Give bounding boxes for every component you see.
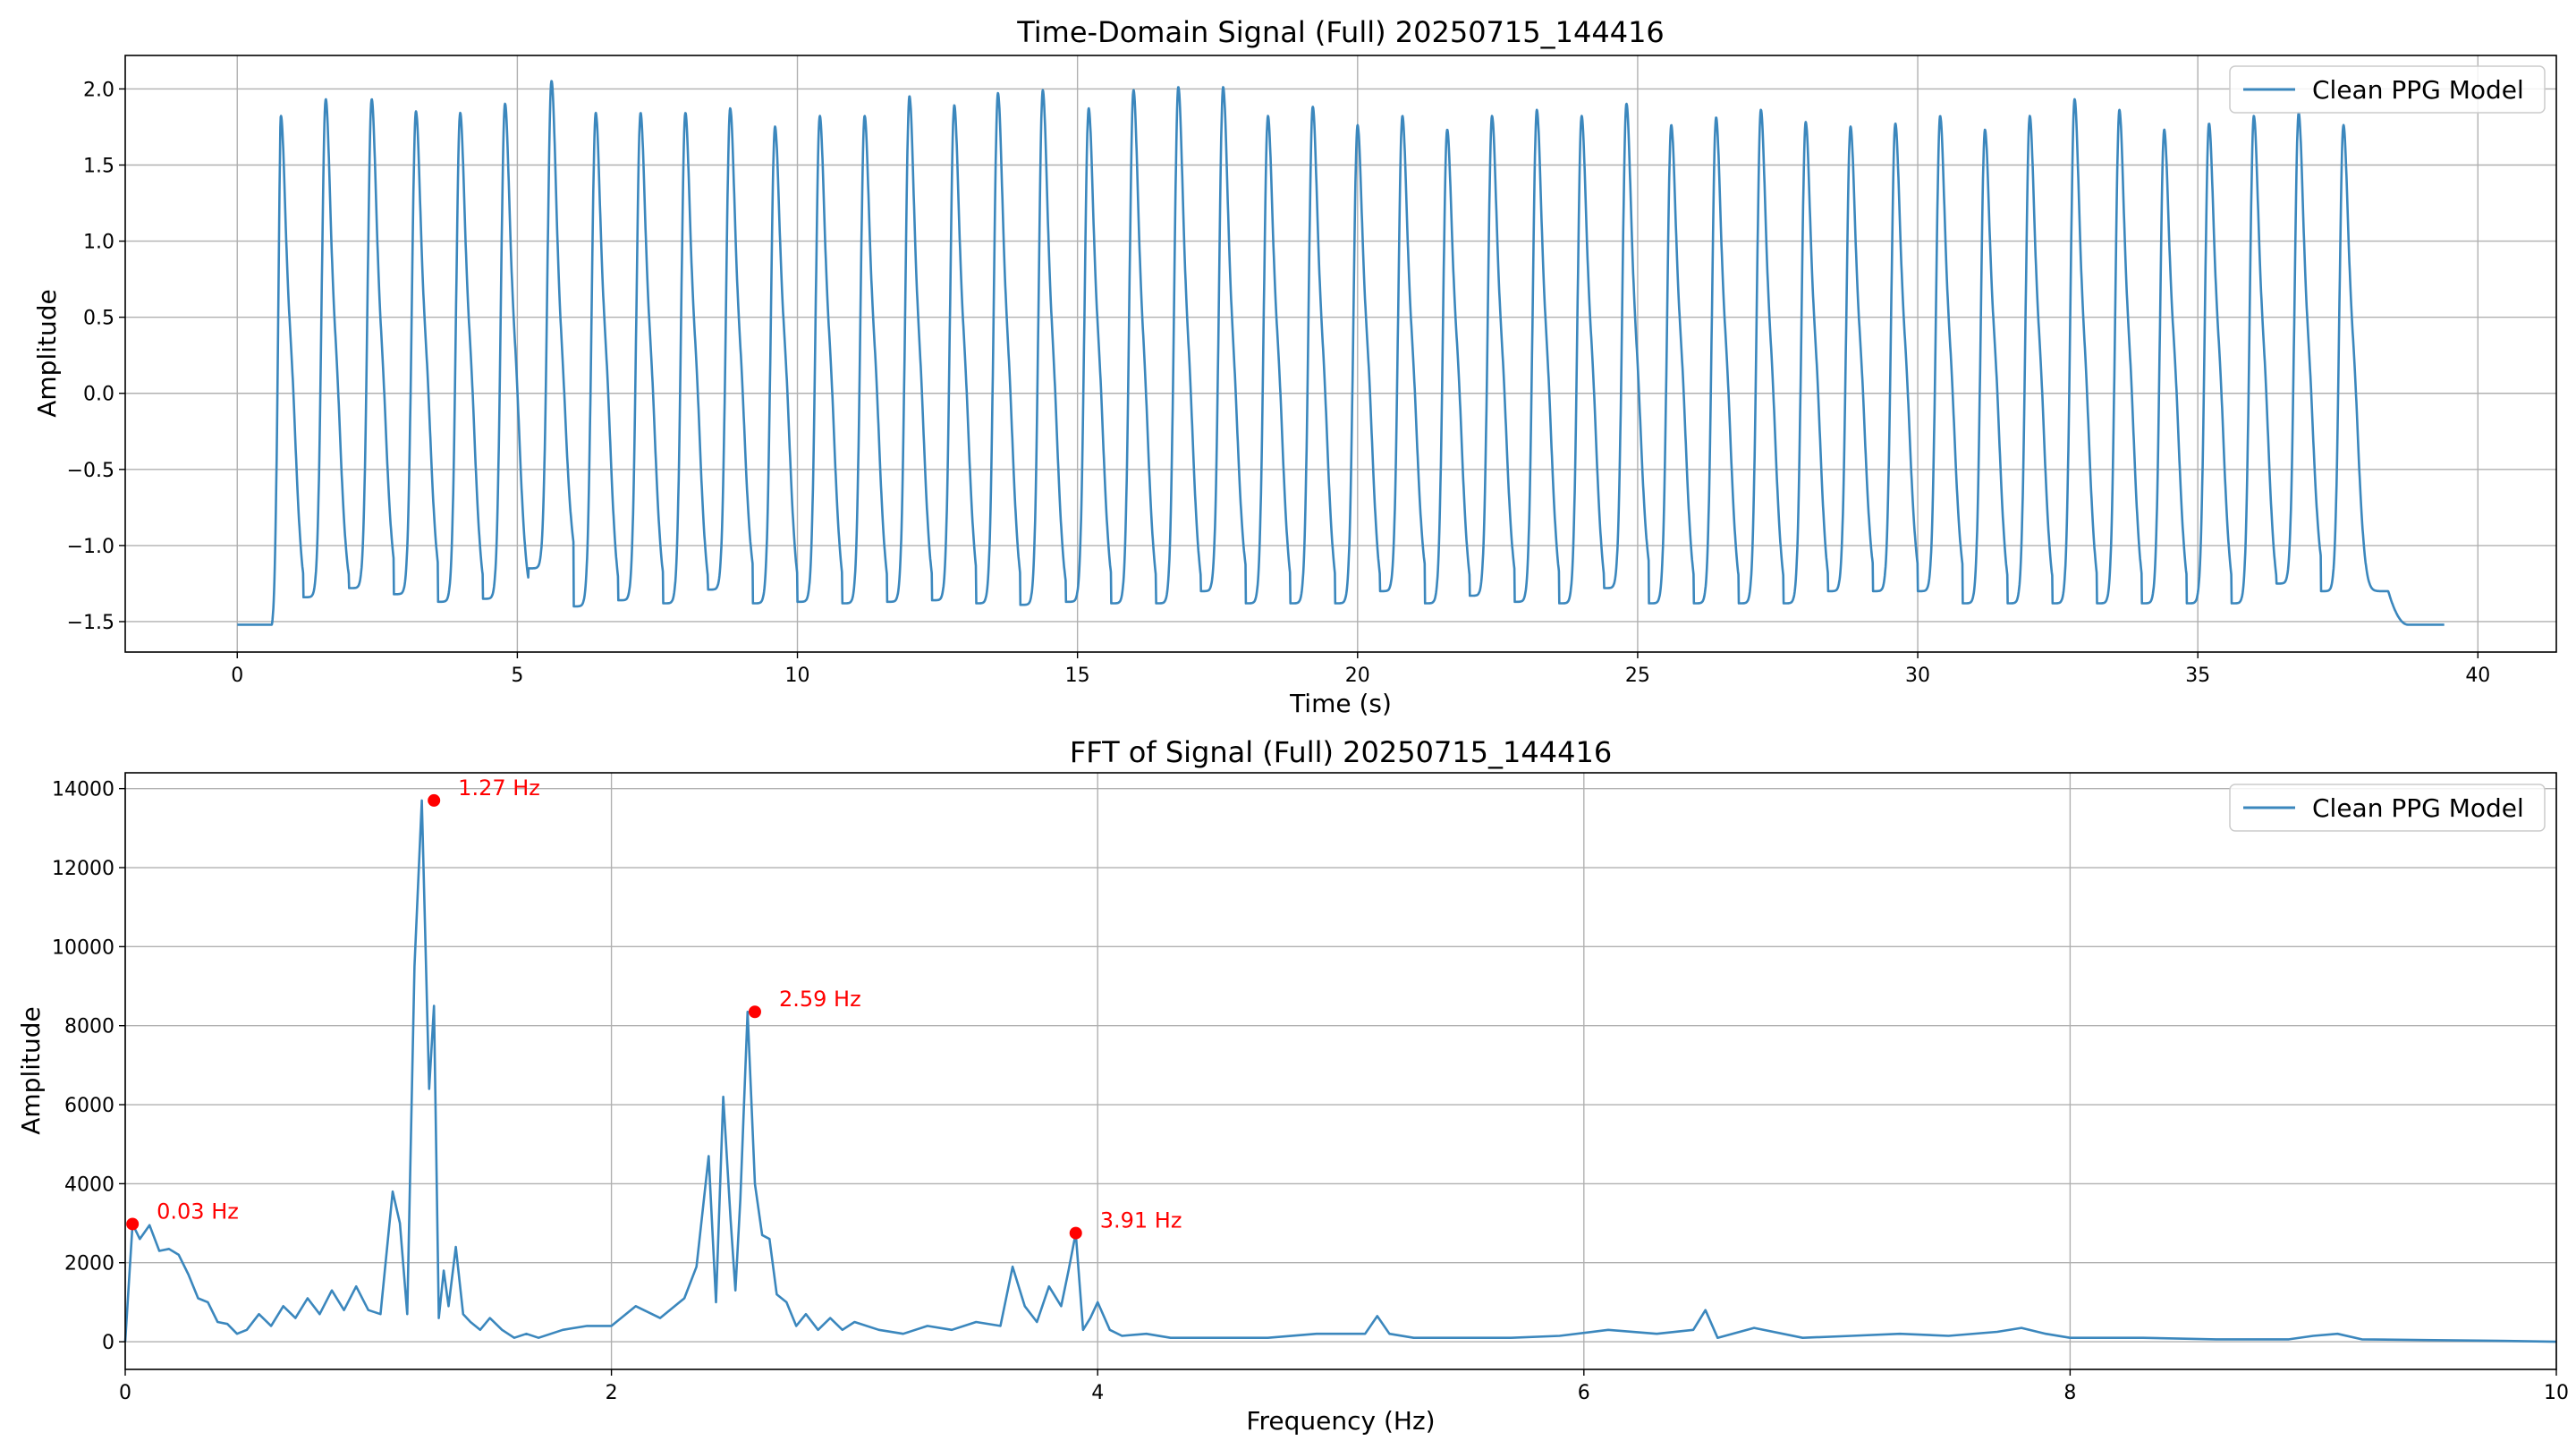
fft-series-line	[123, 799, 2557, 1343]
x-tick-label: 10	[785, 665, 810, 687]
fft-legend-label: Clean PPG Model	[2312, 793, 2524, 823]
time-domain-y-ticks: −1.5 −1.0 −0.5 0.0 0.5 1.0 1.5 2.0	[67, 79, 125, 634]
y-tick-label: 6000	[64, 1095, 114, 1117]
peak-label: 2.59 Hz	[779, 987, 861, 1012]
time-domain-plot-frame	[124, 55, 2557, 653]
x-tick-label: 2	[606, 1382, 618, 1404]
x-tick-label: 30	[1905, 665, 1930, 687]
x-tick-label: 25	[1625, 665, 1650, 687]
peak-marker	[126, 1217, 140, 1231]
time-domain-grid	[125, 55, 2556, 652]
x-tick-label: 8	[2063, 1382, 2076, 1404]
y-tick-label: 2000	[64, 1253, 114, 1275]
x-tick-label: 5	[511, 665, 523, 687]
y-tick-label: −1.5	[67, 612, 114, 634]
fft-legend: Clean PPG Model	[2229, 784, 2546, 832]
y-tick-label: 10000	[52, 936, 114, 959]
fft-x-ticks: 0 2 4 6 8 10	[119, 1369, 2569, 1404]
time-domain-legend: Clean PPG Model	[2229, 65, 2546, 114]
peak-label: 3.91 Hz	[1100, 1208, 1182, 1233]
fft-y-axis-label: Amplitude	[16, 1006, 46, 1135]
y-tick-label: 0.5	[83, 308, 114, 330]
peak-marker	[1069, 1226, 1082, 1240]
fft-plot-frame	[124, 772, 2557, 1370]
time-domain-y-axis-label: Amplitude	[32, 289, 62, 418]
time-domain-legend-box	[2229, 65, 2546, 114]
time-domain-x-ticks: 0 5 10 15 20 25 30 35 40	[231, 652, 2490, 687]
x-tick-label: 20	[1345, 665, 1370, 687]
time-domain-chart: Time-Domain Signal (Full) 20250715_14441…	[32, 15, 2557, 718]
x-tick-label: 15	[1065, 665, 1090, 687]
x-tick-label: 35	[2185, 665, 2210, 687]
peak-label: 0.03 Hz	[157, 1199, 239, 1224]
y-tick-label: −0.5	[67, 460, 114, 482]
fft-y-ticks: 0 2000 4000 6000 8000 10000 12000 14000	[52, 779, 125, 1354]
peak-marker	[428, 793, 441, 807]
y-tick-label: 1.5	[83, 156, 114, 178]
y-tick-label: 14000	[52, 779, 114, 801]
y-tick-label: 2.0	[83, 79, 114, 101]
fft-legend-box	[2229, 784, 2546, 832]
time-domain-legend-label: Clean PPG Model	[2312, 75, 2524, 105]
fft-chart: FFT of Signal (Full) 20250715_144416 0.0…	[16, 735, 2569, 1436]
y-tick-label: 4000	[64, 1174, 114, 1196]
fft-title: FFT of Signal (Full) 20250715_144416	[1070, 735, 1612, 769]
y-tick-label: 0	[102, 1332, 114, 1354]
time-domain-series-line	[236, 80, 2445, 626]
time-domain-title: Time-Domain Signal (Full) 20250715_14441…	[1016, 15, 1665, 49]
x-tick-label: 40	[2465, 665, 2490, 687]
y-tick-label: 0.0	[83, 384, 114, 406]
x-tick-label: 0	[231, 665, 243, 687]
fft-x-axis-label: Frequency (Hz)	[1246, 1406, 1435, 1436]
y-tick-label: 12000	[52, 858, 114, 880]
peak-marker	[748, 1005, 761, 1019]
y-tick-label: 1.0	[83, 232, 114, 254]
x-tick-label: 10	[2544, 1382, 2569, 1404]
fft-peak-markers: 0.03 Hz 1.27 Hz 2.59 Hz 3.91 Hz	[126, 775, 1182, 1240]
x-tick-label: 0	[119, 1382, 131, 1404]
x-tick-label: 4	[1091, 1382, 1104, 1404]
time-domain-x-axis-label: Time (s)	[1289, 689, 1392, 718]
y-tick-label: 8000	[64, 1016, 114, 1038]
x-tick-label: 6	[1578, 1382, 1590, 1404]
y-tick-label: −1.0	[67, 536, 114, 558]
peak-label: 1.27 Hz	[458, 775, 540, 801]
